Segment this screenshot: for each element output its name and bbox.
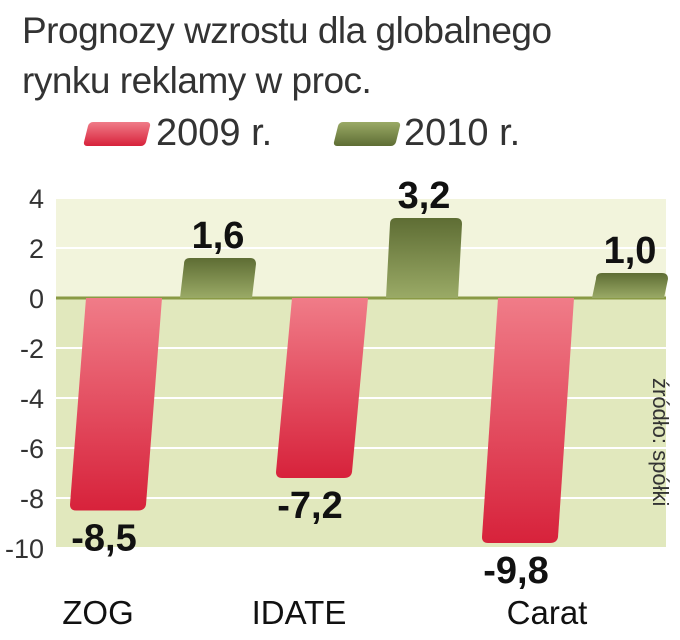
bar-2009-carat — [482, 298, 574, 543]
data-label-2010-zog: 1,6 — [192, 215, 245, 257]
y-tick-label: -4 — [20, 384, 44, 414]
data-label-2009-zog: -8,5 — [71, 518, 136, 560]
y-tick-label: -10 — [5, 534, 44, 564]
category-label-carat: Carat — [507, 594, 588, 631]
y-tick-label: 4 — [29, 184, 44, 214]
legend-label-2010: 2010 r. — [404, 112, 521, 154]
bar-2009-zog — [70, 298, 162, 511]
category-label-idate: IDATE — [252, 594, 347, 631]
data-label-2010-idate: 3,2 — [398, 175, 451, 217]
y-tick-label: -8 — [20, 484, 44, 514]
bar-2010-carat — [592, 273, 668, 298]
bar-2010-zog — [180, 258, 256, 298]
y-tick-label: -2 — [20, 334, 44, 364]
chart-title-line-1: Prognozy wzrostu dla globalnego — [22, 10, 552, 51]
y-tick-label: 0 — [29, 284, 44, 314]
y-tick-label: -6 — [20, 434, 44, 464]
data-label-2009-idate: -7,2 — [277, 485, 342, 527]
legend-label-2009: 2009 r. — [156, 112, 273, 154]
chart-title: Prognozy wzrostu dla globalnego rynku re… — [22, 6, 662, 106]
source-note: źródło: spółki — [648, 378, 673, 507]
y-tick-label: 2 — [29, 234, 44, 264]
bar-2009-idate — [276, 298, 368, 478]
category-label-zog: ZOG — [62, 594, 134, 631]
chart-title-line-2: rynku reklamy w proc. — [22, 60, 372, 101]
bar-2010-idate — [386, 218, 462, 298]
data-label-2009-carat: -9,8 — [483, 550, 548, 592]
data-label-2010-carat: 1,0 — [604, 230, 657, 272]
chart-legend: 2009 r. 2010 r. — [80, 112, 600, 160]
